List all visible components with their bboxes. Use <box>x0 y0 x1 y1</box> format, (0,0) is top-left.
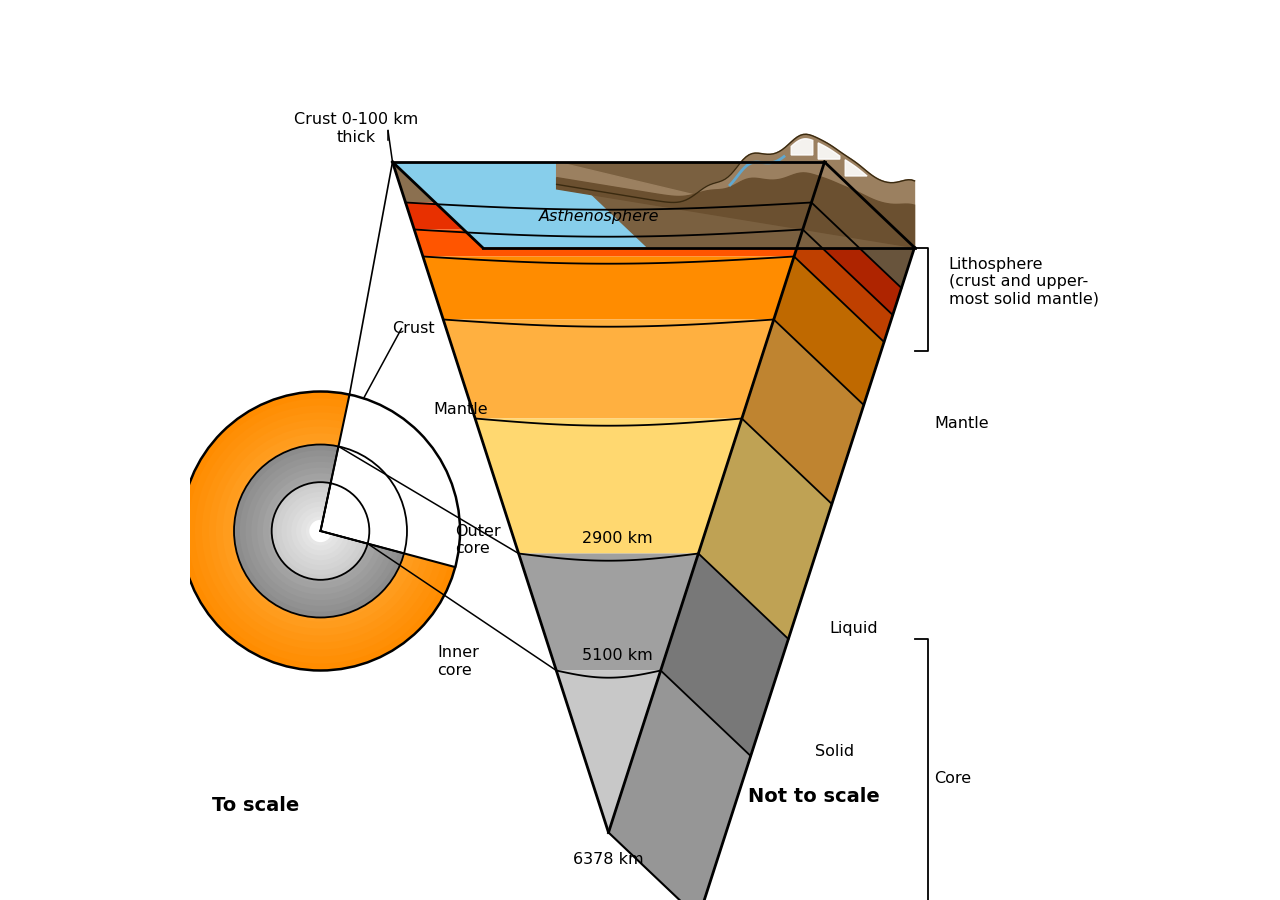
Polygon shape <box>794 230 892 342</box>
Polygon shape <box>518 554 699 670</box>
Circle shape <box>306 517 334 544</box>
Text: Liquid: Liquid <box>829 621 878 636</box>
Polygon shape <box>415 230 803 256</box>
Polygon shape <box>443 320 774 419</box>
Circle shape <box>301 511 340 551</box>
Circle shape <box>314 524 328 538</box>
Circle shape <box>195 405 445 657</box>
Polygon shape <box>774 256 884 405</box>
Polygon shape <box>699 418 832 639</box>
Circle shape <box>251 462 389 600</box>
Polygon shape <box>557 162 914 248</box>
Circle shape <box>269 479 372 583</box>
Circle shape <box>293 503 348 559</box>
Circle shape <box>296 507 344 555</box>
Text: 6378 km: 6378 km <box>573 852 644 868</box>
Text: Mantle: Mantle <box>433 402 488 417</box>
Text: To scale: To scale <box>212 796 300 815</box>
Circle shape <box>257 468 384 594</box>
Circle shape <box>239 450 401 612</box>
Polygon shape <box>557 134 914 248</box>
Polygon shape <box>812 162 914 288</box>
Circle shape <box>276 487 365 575</box>
Circle shape <box>223 434 419 628</box>
Circle shape <box>287 497 355 565</box>
Circle shape <box>257 468 383 594</box>
Circle shape <box>271 482 370 580</box>
Circle shape <box>282 492 360 570</box>
Polygon shape <box>791 139 813 155</box>
Text: Outer
core: Outer core <box>456 524 502 556</box>
Polygon shape <box>845 160 867 176</box>
Circle shape <box>243 454 397 608</box>
Polygon shape <box>393 162 824 202</box>
Circle shape <box>180 392 460 670</box>
Text: Not to scale: Not to scale <box>748 787 879 806</box>
Circle shape <box>285 497 355 565</box>
Circle shape <box>285 496 356 566</box>
Circle shape <box>308 519 332 543</box>
Polygon shape <box>608 670 750 900</box>
Text: Crust 0-100 km
thick: Crust 0-100 km thick <box>294 112 419 145</box>
Circle shape <box>274 485 366 577</box>
Text: Inner
core: Inner core <box>438 645 480 678</box>
Text: Solid: Solid <box>815 744 855 759</box>
Circle shape <box>310 520 332 542</box>
Polygon shape <box>475 418 742 554</box>
Circle shape <box>316 526 325 536</box>
Circle shape <box>311 521 330 541</box>
Circle shape <box>292 501 349 561</box>
Circle shape <box>297 508 343 554</box>
Polygon shape <box>422 256 794 320</box>
Text: Lithosphere
(crust and upper-
most solid mantle): Lithosphere (crust and upper- most solid… <box>948 256 1098 306</box>
Circle shape <box>209 419 433 643</box>
Circle shape <box>300 510 342 552</box>
Circle shape <box>292 502 349 560</box>
Circle shape <box>216 427 425 635</box>
Circle shape <box>237 447 404 615</box>
Circle shape <box>303 514 338 548</box>
Polygon shape <box>742 320 864 504</box>
Circle shape <box>315 526 326 536</box>
Text: Core: Core <box>934 771 972 786</box>
Polygon shape <box>557 670 660 832</box>
Polygon shape <box>660 554 788 756</box>
Circle shape <box>271 482 370 580</box>
Wedge shape <box>320 390 465 568</box>
Polygon shape <box>818 143 840 159</box>
Text: 5100 km: 5100 km <box>582 648 653 663</box>
Circle shape <box>280 491 361 572</box>
Circle shape <box>234 445 407 617</box>
Polygon shape <box>557 173 914 248</box>
Circle shape <box>246 456 396 606</box>
Text: 2900 km: 2900 km <box>582 531 653 546</box>
Circle shape <box>306 517 335 545</box>
Text: Asthenosphere: Asthenosphere <box>539 209 659 223</box>
Polygon shape <box>803 202 901 315</box>
Circle shape <box>251 461 390 601</box>
Circle shape <box>230 440 411 622</box>
Polygon shape <box>393 162 914 248</box>
Polygon shape <box>406 202 812 230</box>
Text: Mantle: Mantle <box>934 416 989 430</box>
Circle shape <box>188 399 453 663</box>
Circle shape <box>262 473 378 589</box>
Circle shape <box>279 490 362 573</box>
Circle shape <box>202 412 439 650</box>
Circle shape <box>265 475 376 587</box>
Text: Crust: Crust <box>393 321 435 336</box>
